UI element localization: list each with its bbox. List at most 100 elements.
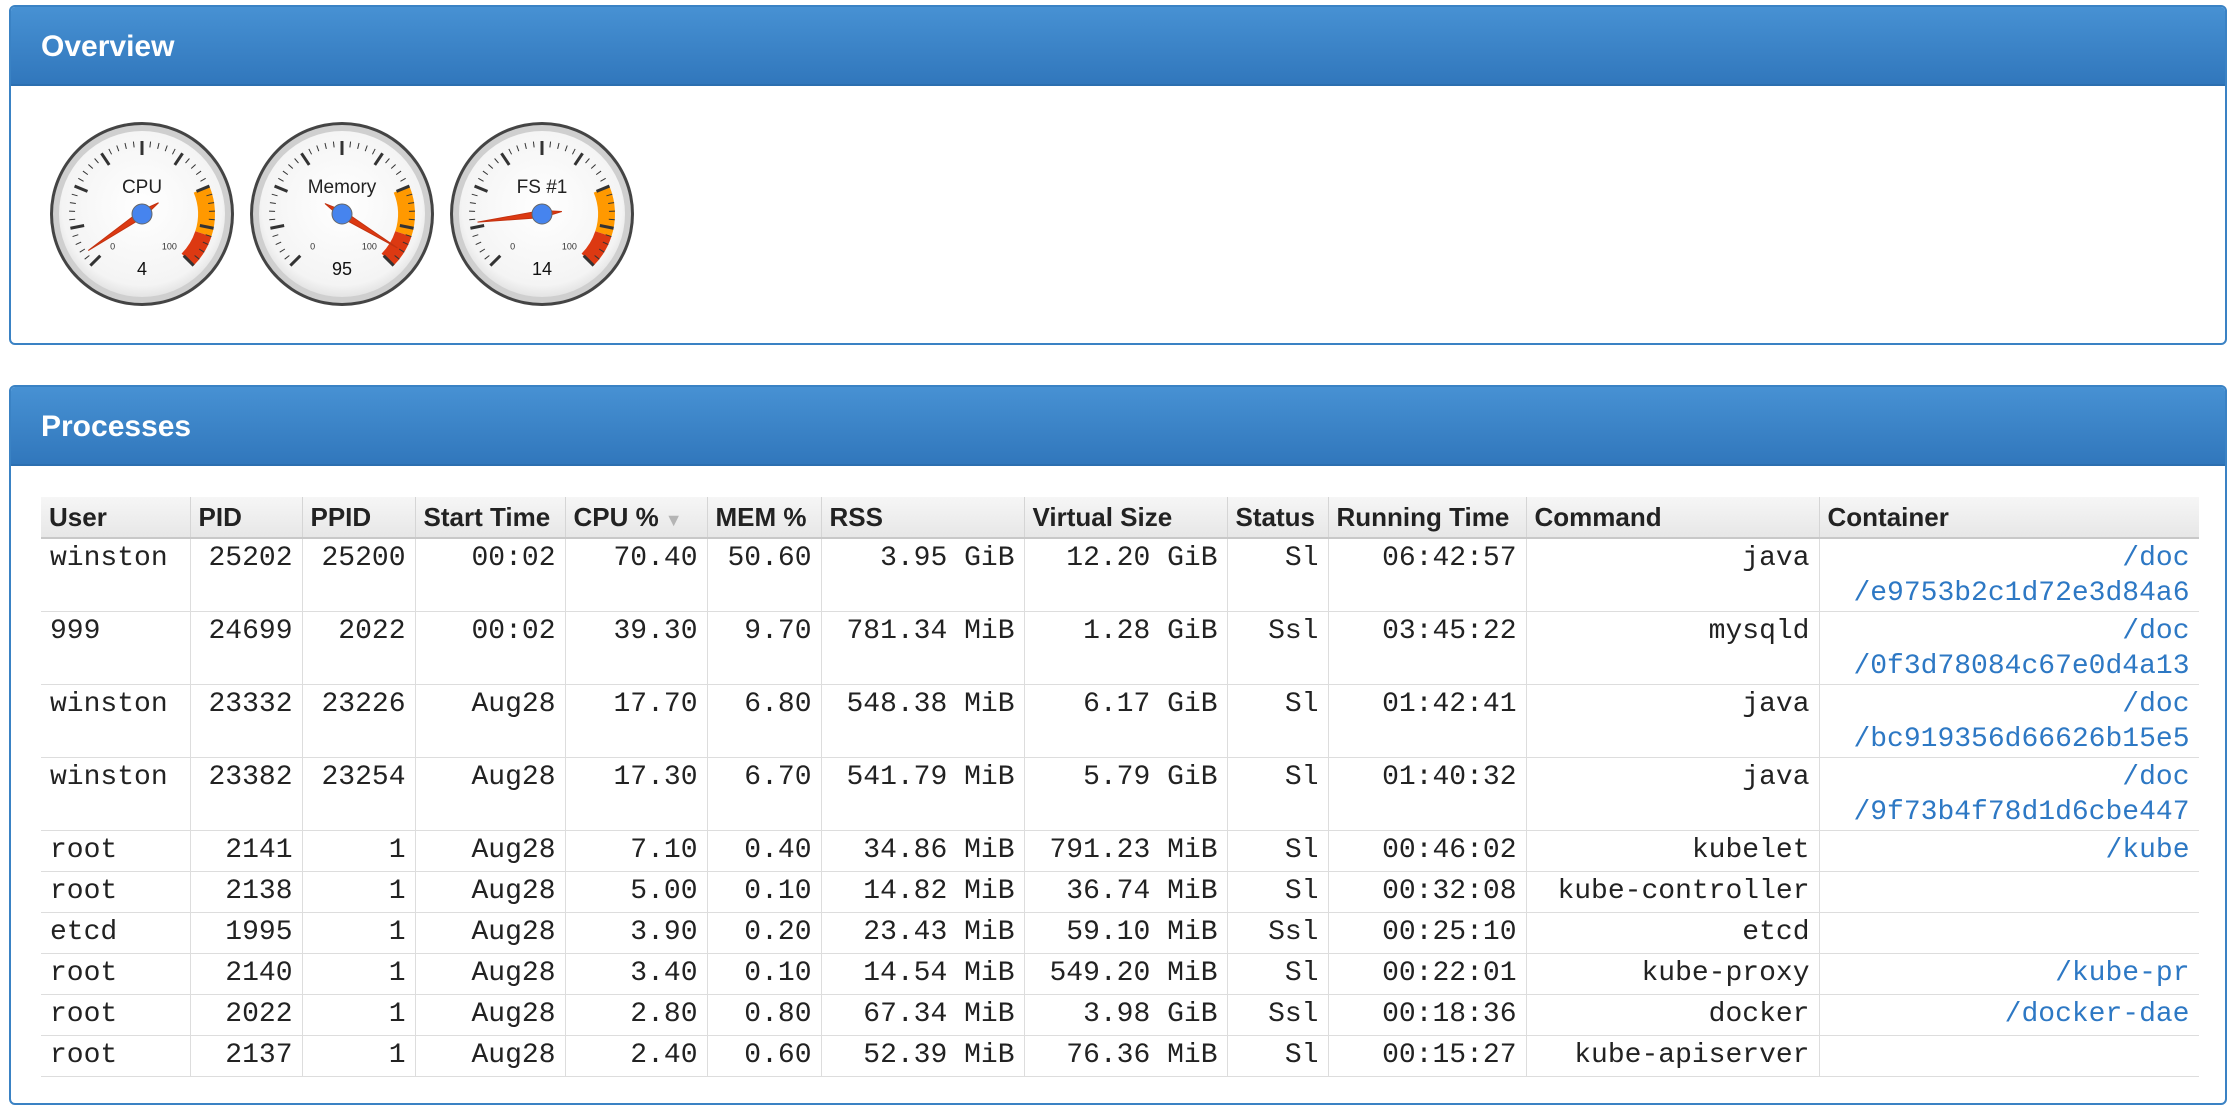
rss-cell: 34.86 MiB — [821, 831, 1024, 872]
container-link[interactable]: /doc — [1829, 687, 2190, 722]
ppid-cell: 2022 — [302, 612, 415, 685]
column-header-container[interactable]: Container — [1819, 497, 2199, 538]
container-link[interactable]: /e9753b2c1d72e3d84a6 — [1829, 576, 2190, 611]
running-time-cell: 01:42:41 — [1328, 685, 1526, 758]
column-header-start-time[interactable]: Start Time — [415, 497, 565, 538]
mem-cell: 6.80 — [707, 685, 821, 758]
gauge-max-label: 100 — [562, 241, 577, 251]
start-time-cell: Aug28 — [415, 872, 565, 913]
command-cell: java — [1526, 685, 1819, 758]
cpu-cell: 3.40 — [565, 954, 707, 995]
cpu-cell: 5.00 — [565, 872, 707, 913]
user-cell: winston — [41, 758, 190, 831]
ppid-cell: 23226 — [302, 685, 415, 758]
cpu-cell: 17.70 — [565, 685, 707, 758]
command-cell: etcd — [1526, 913, 1819, 954]
column-header-virtual-size[interactable]: Virtual Size — [1024, 497, 1227, 538]
gauge-min-label: 0 — [110, 241, 115, 251]
container-cell — [1819, 872, 2199, 913]
process-table: User PID PPID Start Time CPU %▼ MEM % RS… — [41, 497, 2199, 1077]
pid-cell: 23382 — [190, 758, 302, 831]
column-header-pid[interactable]: PID — [190, 497, 302, 538]
gauge-minor-tick — [350, 142, 351, 148]
column-header-running-time[interactable]: Running Time — [1328, 497, 1526, 538]
ppid-cell: 1 — [302, 954, 415, 995]
container-link[interactable]: /kube-pr — [1829, 956, 2190, 991]
virtual-size-cell: 1.28 GiB — [1024, 612, 1227, 685]
rss-cell: 52.39 MiB — [821, 1036, 1024, 1077]
user-cell: etcd — [41, 913, 190, 954]
column-header-status[interactable]: Status — [1227, 497, 1328, 538]
running-time-cell: 06:42:57 — [1328, 538, 1526, 612]
rss-cell: 3.95 GiB — [821, 538, 1024, 612]
rss-cell: 67.34 MiB — [821, 995, 1024, 1036]
gauge-value: 4 — [137, 259, 147, 279]
ppid-cell: 1 — [302, 1036, 415, 1077]
pid-cell: 23332 — [190, 685, 302, 758]
virtual-size-cell: 36.74 MiB — [1024, 872, 1227, 913]
pid-cell: 2138 — [190, 872, 302, 913]
gauge-minor-tick — [150, 142, 151, 148]
status-cell: Sl — [1227, 758, 1328, 831]
container-link[interactable]: /0f3d78084c67e0d4a13 — [1829, 649, 2190, 684]
virtual-size-cell: 791.23 MiB — [1024, 831, 1227, 872]
process-table-container: User PID PPID Start Time CPU %▼ MEM % RS… — [41, 497, 2199, 1105]
cpu-cell: 17.30 — [565, 758, 707, 831]
column-header-command[interactable]: Command — [1526, 497, 1819, 538]
gauge-value: 14 — [532, 259, 552, 279]
gauge-minor-tick — [333, 142, 334, 148]
status-cell: Sl — [1227, 872, 1328, 913]
running-time-cell: 00:18:36 — [1328, 995, 1526, 1036]
container-cell: /doc/e9753b2c1d72e3d84a6 — [1819, 538, 2199, 612]
gauge-min-label: 0 — [310, 241, 315, 251]
running-time-cell: 01:40:32 — [1328, 758, 1526, 831]
container-link[interactable]: /bc919356d66626b15e5 — [1829, 722, 2190, 757]
gauge-max-label: 100 — [362, 241, 377, 251]
virtual-size-cell: 6.17 GiB — [1024, 685, 1227, 758]
column-header-mem[interactable]: MEM % — [707, 497, 821, 538]
gauge-minor-tick — [133, 142, 134, 148]
container-link[interactable]: /doc — [1829, 760, 2190, 795]
container-link[interactable]: /kube — [1829, 833, 2190, 868]
container-link[interactable]: /9f73b4f78d1d6cbe447 — [1829, 795, 2190, 830]
running-time-cell: 00:46:02 — [1328, 831, 1526, 872]
overview-title: Overview — [11, 7, 2225, 86]
user-cell: root — [41, 1036, 190, 1077]
start-time-cell: Aug28 — [415, 954, 565, 995]
sort-desc-icon: ▼ — [665, 510, 683, 530]
gauge-minor-tick — [533, 142, 534, 148]
virtual-size-cell: 59.10 MiB — [1024, 913, 1227, 954]
mem-cell: 9.70 — [707, 612, 821, 685]
container-link[interactable]: /docker-dae — [1829, 997, 2190, 1032]
column-header-ppid[interactable]: PPID — [302, 497, 415, 538]
column-header-user[interactable]: User — [41, 497, 190, 538]
ppid-cell: 1 — [302, 995, 415, 1036]
running-time-cell: 03:45:22 — [1328, 612, 1526, 685]
column-header-cpu[interactable]: CPU %▼ — [565, 497, 707, 538]
status-cell: Sl — [1227, 831, 1328, 872]
virtual-size-cell: 12.20 GiB — [1024, 538, 1227, 612]
cpu-cell: 39.30 — [565, 612, 707, 685]
status-cell: Sl — [1227, 685, 1328, 758]
gauge-max-label: 100 — [162, 241, 177, 251]
command-cell: java — [1526, 758, 1819, 831]
gauge-hub — [332, 204, 352, 224]
user-cell: winston — [41, 538, 190, 612]
ppid-cell: 25200 — [302, 538, 415, 612]
cpu-cell: 2.80 — [565, 995, 707, 1036]
container-cell: /docker-dae — [1819, 995, 2199, 1036]
start-time-cell: Aug28 — [415, 685, 565, 758]
container-link[interactable]: /doc — [1829, 541, 2190, 576]
pid-cell: 2022 — [190, 995, 302, 1036]
pid-cell: 2140 — [190, 954, 302, 995]
running-time-cell: 00:15:27 — [1328, 1036, 1526, 1077]
column-header-rss[interactable]: RSS — [821, 497, 1024, 538]
container-link[interactable]: /doc — [1829, 614, 2190, 649]
